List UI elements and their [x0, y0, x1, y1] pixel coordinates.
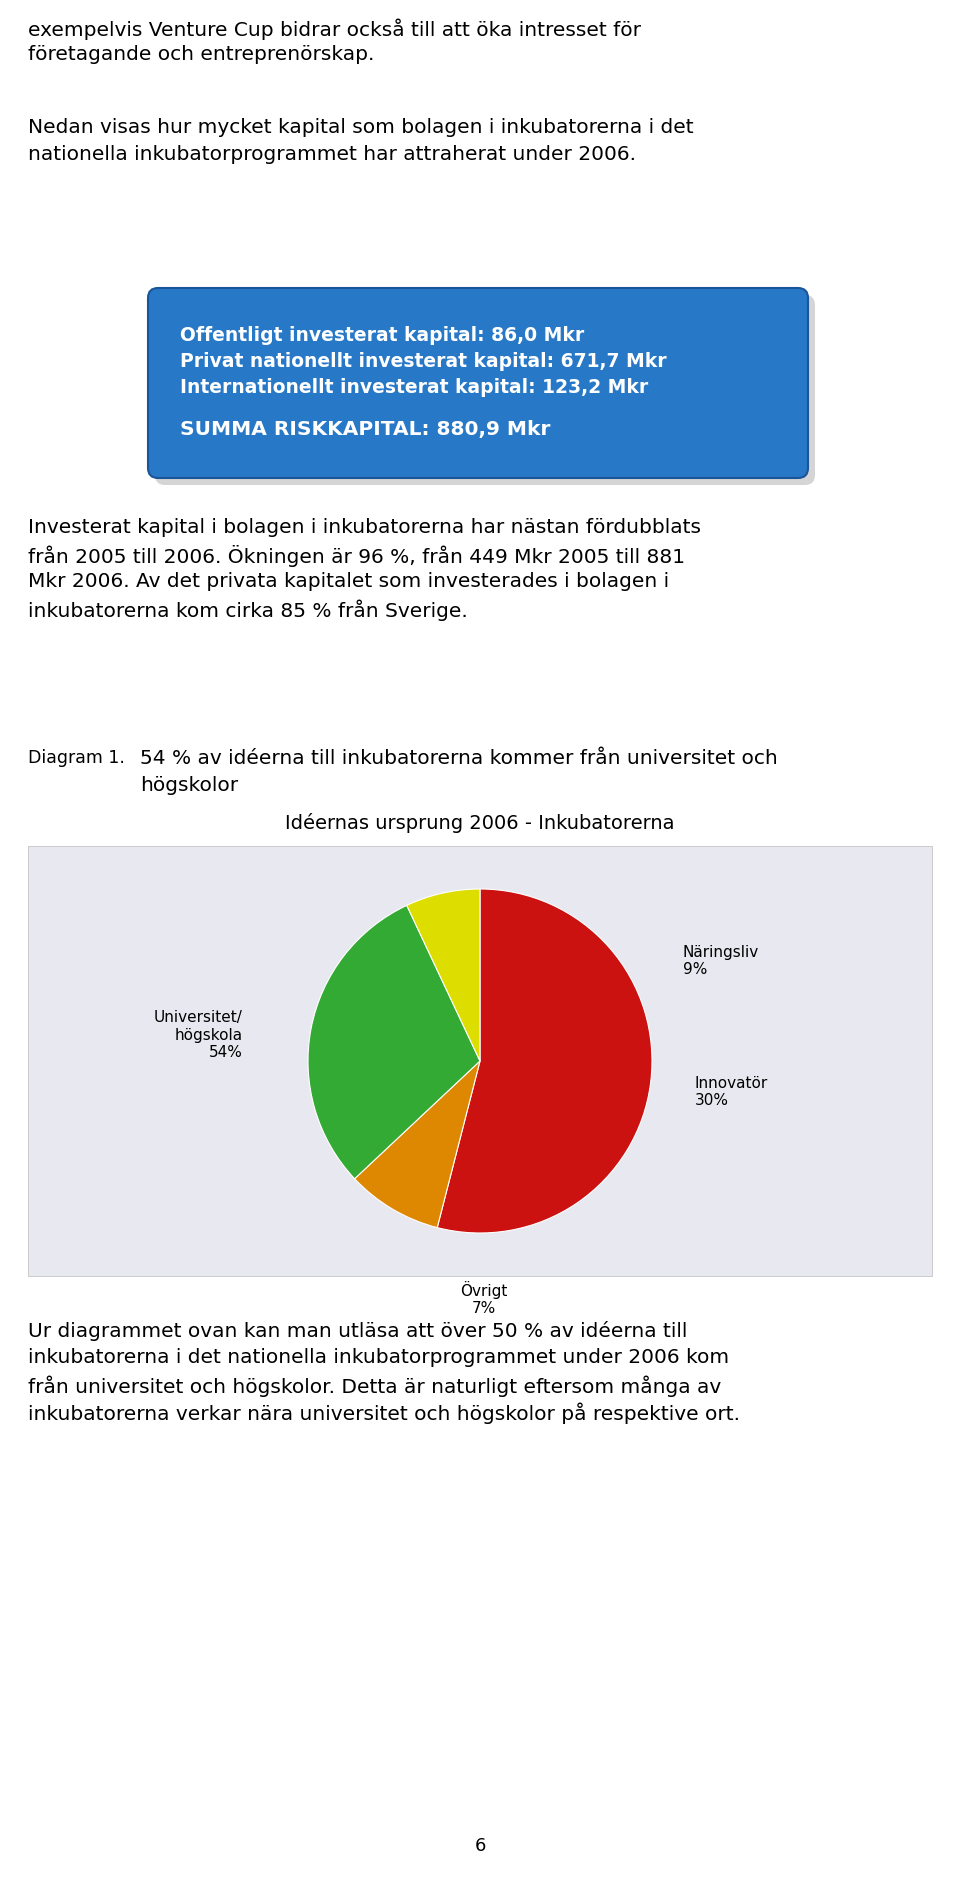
Text: 54 % av idéerna till inkubatorerna kommer från universitet och: 54 % av idéerna till inkubatorerna komme…: [140, 748, 778, 767]
Text: Privat nationellt investerat kapital: 671,7 Mkr: Privat nationellt investerat kapital: 67…: [180, 352, 666, 371]
Text: Diagram 1.: Diagram 1.: [28, 748, 125, 767]
Text: företagande och entreprenörskap.: företagande och entreprenörskap.: [28, 45, 374, 64]
Text: inkubatorerna verkar nära universitet och högskolor på respektive ort.: inkubatorerna verkar nära universitet oc…: [28, 1402, 740, 1423]
Text: nationella inkubatorprogrammet har attraherat under 2006.: nationella inkubatorprogrammet har attra…: [28, 145, 636, 164]
Text: Universitet/
högskola
54%: Universitet/ högskola 54%: [154, 1010, 243, 1059]
Text: inkubatorerna kom cirka 85 % från Sverige.: inkubatorerna kom cirka 85 % från Sverig…: [28, 599, 468, 620]
Wedge shape: [407, 890, 480, 1061]
Text: 6: 6: [474, 1838, 486, 1855]
Text: från 2005 till 2006. Ökningen är 96 %, från 449 Mkr 2005 till 881: från 2005 till 2006. Ökningen är 96 %, f…: [28, 545, 685, 567]
Text: Näringsliv
9%: Näringsliv 9%: [683, 944, 759, 978]
Wedge shape: [354, 1061, 480, 1227]
FancyBboxPatch shape: [148, 288, 808, 479]
Title: Idéernas ursprung 2006 - Inkubatorerna: Idéernas ursprung 2006 - Inkubatorerna: [285, 812, 675, 833]
Wedge shape: [308, 905, 480, 1178]
Text: Investerat kapital i bolagen i inkubatorerna har nästan fördubblats: Investerat kapital i bolagen i inkubator…: [28, 518, 701, 537]
Text: Övrigt
7%: Övrigt 7%: [460, 1280, 507, 1316]
Text: exempelvis Venture Cup bidrar också till att öka intresset för: exempelvis Venture Cup bidrar också till…: [28, 19, 641, 40]
FancyBboxPatch shape: [155, 294, 815, 484]
Text: från universitet och högskolor. Detta är naturligt eftersom många av: från universitet och högskolor. Detta är…: [28, 1374, 721, 1397]
Text: Internationellt investerat kapital: 123,2 Mkr: Internationellt investerat kapital: 123,…: [180, 379, 648, 398]
Text: inkubatorerna i det nationella inkubatorprogrammet under 2006 kom: inkubatorerna i det nationella inkubator…: [28, 1348, 730, 1367]
Text: Mkr 2006. Av det privata kapitalet som investerades i bolagen i: Mkr 2006. Av det privata kapitalet som i…: [28, 571, 669, 592]
FancyBboxPatch shape: [28, 846, 932, 1276]
Text: Innovatör
30%: Innovatör 30%: [695, 1076, 768, 1108]
Text: Offentligt investerat kapital: 86,0 Mkr: Offentligt investerat kapital: 86,0 Mkr: [180, 326, 585, 345]
Text: SUMMA RISKKAPITAL: 880,9 Mkr: SUMMA RISKKAPITAL: 880,9 Mkr: [180, 420, 550, 439]
Text: Ur diagrammet ovan kan man utläsa att över 50 % av idéerna till: Ur diagrammet ovan kan man utläsa att öv…: [28, 1321, 687, 1340]
Text: högskolor: högskolor: [140, 777, 238, 795]
Wedge shape: [437, 890, 652, 1233]
Text: Nedan visas hur mycket kapital som bolagen i inkubatorerna i det: Nedan visas hur mycket kapital som bolag…: [28, 119, 694, 138]
